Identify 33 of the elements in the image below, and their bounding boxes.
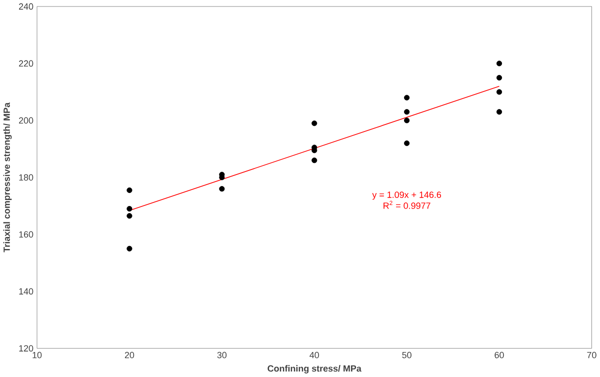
point [404,109,410,115]
y-tick-label: 240 [19,3,34,10]
point [404,94,410,101]
point [126,206,132,212]
point [126,246,132,252]
x-tick-label: 20 [124,352,134,358]
y-tick-label: 200 [19,117,34,124]
y-tick-label: 120 [19,345,34,352]
y-tick-label: 180 [19,174,34,181]
x-tick-label: 30 [217,352,227,358]
x-tick-label: 50 [402,352,412,358]
annotation: y = 1.09x + 146.6 [372,192,442,200]
point [496,60,502,66]
point [126,213,132,219]
annotation: R$^{2}$ = 0.9977 [384,200,430,209]
y-tick-label: 140 [19,288,34,295]
point [404,118,410,124]
y-tick-label: 160 [19,231,34,238]
point [496,109,502,115]
x-axis-title: Confining stress/ MPa [268,365,362,374]
y-axis-title: Triaxial compressive strength/ MPa [3,102,12,252]
x-tick-label: 70 [587,352,596,358]
point [404,140,410,146]
point [219,186,225,192]
x-tick-label: 60 [494,352,504,358]
y-tick-label: 220 [19,60,34,67]
x-tick-label: 40 [310,352,319,358]
point [126,188,132,194]
x-tick-label: 10 [32,352,42,358]
point [496,75,502,81]
point [496,89,502,95]
point [312,120,318,126]
point [312,158,318,164]
